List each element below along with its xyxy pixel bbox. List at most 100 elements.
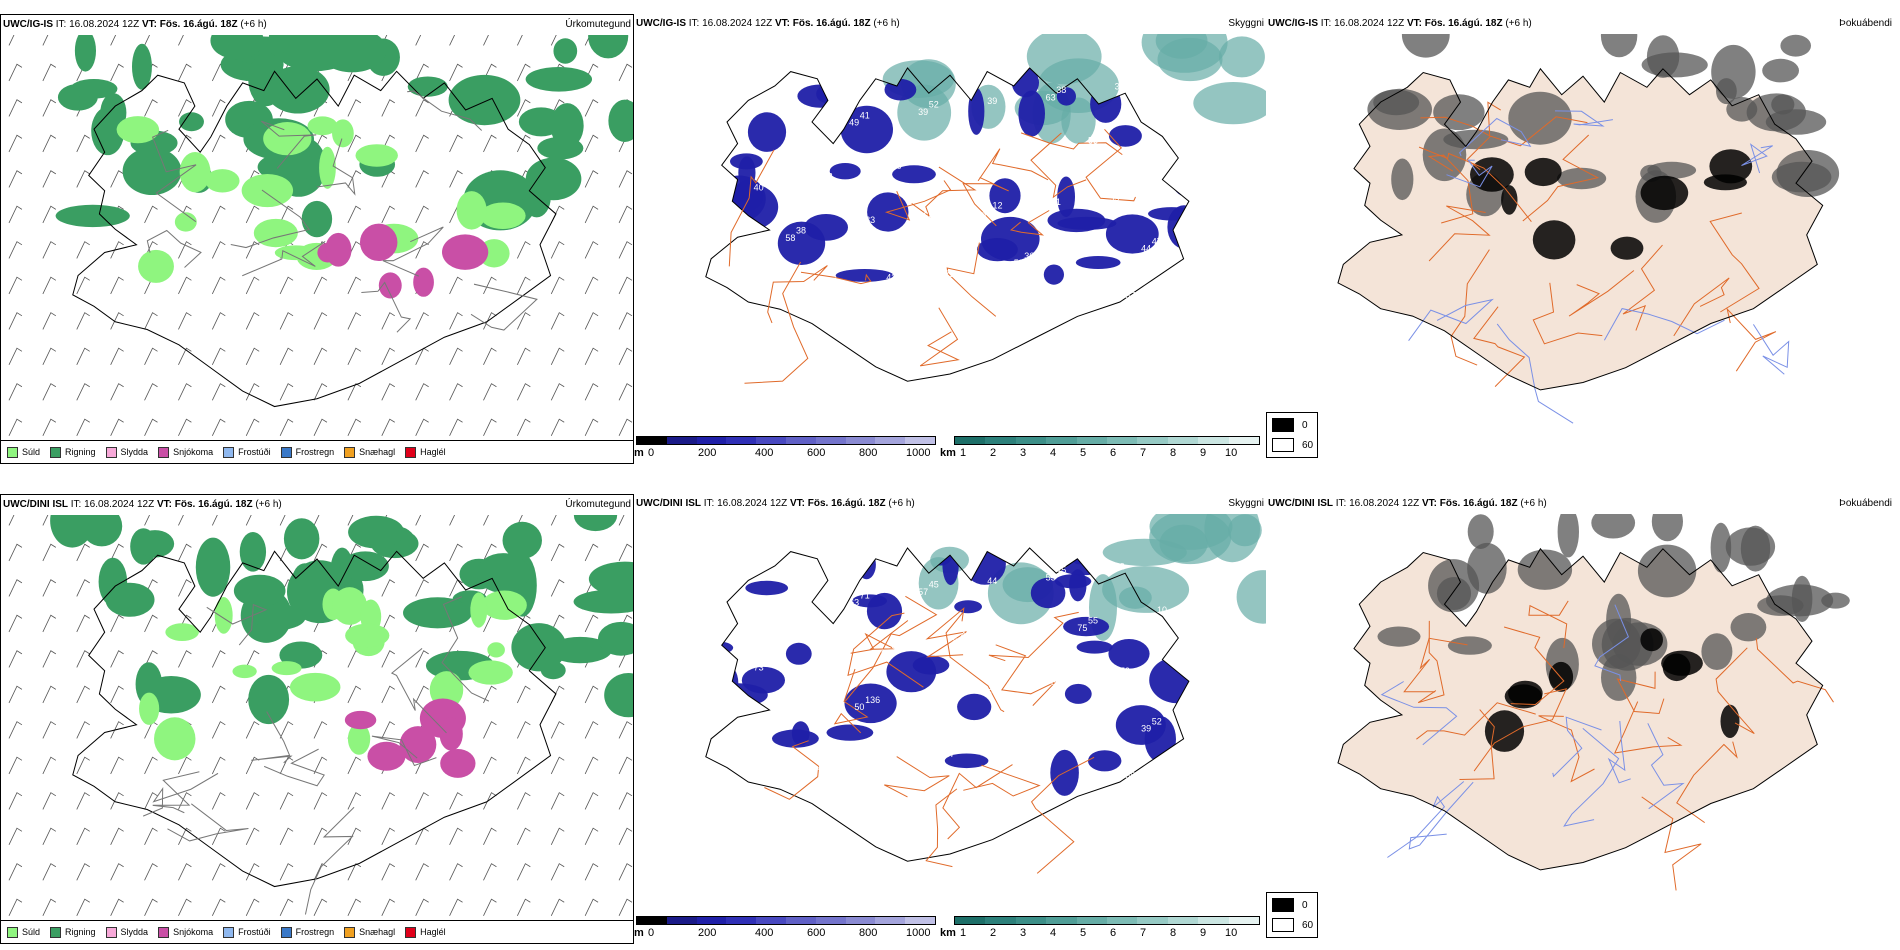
field-blob [745,580,789,596]
legend-label: Frostúði [238,927,271,937]
road-line [1420,101,1501,137]
wind-barb [449,312,463,330]
wind-barb [584,347,599,366]
colorbar-segment [1107,437,1138,444]
wind-barb [42,205,57,224]
it-value: 16.08.2024 12Z [1349,498,1420,509]
wind-barb [245,515,252,526]
colorbar-tick: 1000 [906,927,931,939]
wind-barb [76,418,90,437]
field-blob [232,664,257,679]
legend-label: Frostregn [295,927,335,937]
wind-barb [483,418,497,437]
wind-barb [584,312,599,330]
wind-barb [347,134,362,153]
field-blob [1108,639,1150,669]
road-line [850,620,909,654]
wind-barb [550,756,565,775]
model-name: UWC/DINI ISL [636,498,701,509]
parameter-title: Þokuábendi [1839,18,1892,29]
fog-panel-row1: UWC/IG-IS IT: 16.08.2024 12Z VT: Fös. 16… [1266,14,1900,464]
wind-barb [313,827,328,846]
cloud-base-label: 75 [1077,623,1087,633]
cloud-base-label: 48 [982,208,992,218]
field-blob [1725,527,1776,566]
wind-barb [584,205,599,224]
it-value: 16.08.2024 12Z [1334,18,1405,29]
colorbar-tick: 7 [1140,447,1147,459]
wind-barb [618,63,633,82]
field-blob [573,515,618,532]
wind-barb [347,205,362,224]
cloud-base-label: 79 [1157,125,1167,135]
colorbar-segment [1228,917,1260,924]
colorbar-segment [985,437,1016,444]
model-name: UWC/DINI ISL [1268,498,1333,509]
fog-legend-row: 60 [1272,918,1313,932]
cloud-base-label: 136 [865,695,880,705]
field-blob [174,212,197,232]
cloud-base-label: 38 [823,172,833,182]
wind-barb [178,134,192,153]
cloud-base-label: 52 [886,752,896,762]
road-line [728,149,775,267]
vt-label: VT: [156,499,172,510]
wind-barb [584,418,599,437]
colorbar-tick: 2 [990,447,997,459]
road-line [1473,306,1526,387]
wind-barb [584,383,599,401]
wind-barb [178,383,192,401]
field-blob [705,548,710,585]
cloud-base-label: 41 [993,680,1003,690]
wind-barb [8,756,23,775]
field-blob [1701,633,1733,670]
wind-barb [347,898,362,917]
road-line [371,735,437,767]
cloud-base-label: 55 [1088,616,1098,626]
cloud-base-label: 57 [1083,247,1093,257]
field-blob [1076,640,1113,654]
field-blob [347,723,371,755]
field-blob [719,183,779,231]
wind-barb [313,312,328,330]
wind-barb [42,134,57,153]
road-line [1020,132,1123,156]
field-blob [283,518,320,560]
legend-swatch [158,446,170,458]
cloud-base-label: 05 [1093,240,1103,250]
colorbar-strip [954,436,1260,445]
wind-barb [517,383,531,401]
colorbar-tick: 1000 [906,447,931,459]
cloud-base-label: 46 [817,763,827,773]
wind-barb [381,863,395,881]
colorbar-segment [955,437,986,444]
lead-time: (+6 h) [255,499,282,510]
parameter-title: Skyggni [1228,498,1264,509]
legend-label: Frostregn [295,447,335,457]
road-line [800,271,872,285]
colorbar-segment [1046,917,1077,924]
wind-barb [110,63,124,82]
field-blob [1651,514,1683,542]
field-blob [413,267,434,297]
colorbar-segment [785,917,816,924]
field-blob [548,636,612,664]
colorbar-segment [1076,917,1108,924]
fog-index-legend: 0 60 [1266,412,1318,458]
wind-barb [381,827,395,846]
wind-barb [76,898,90,917]
wind-barb [279,721,294,739]
cloud-base-label: 47 [1109,673,1119,683]
cloud-base-label: 10 [1157,605,1167,615]
legend-label: Snjókoma [173,927,214,937]
colorbar-segment [1107,917,1138,924]
vt-value: Fös. 16.ágú. 18Z [792,18,871,29]
wind-barb [110,276,124,295]
field-blob [154,717,196,761]
cloud-base-label: 50 [892,161,902,171]
coastline [1337,547,1824,871]
colorbar-segment [1015,917,1047,924]
field-blob [1637,544,1697,598]
legend-item-snaehagl: Snæhagl [344,446,395,458]
wind-barb [584,170,599,188]
